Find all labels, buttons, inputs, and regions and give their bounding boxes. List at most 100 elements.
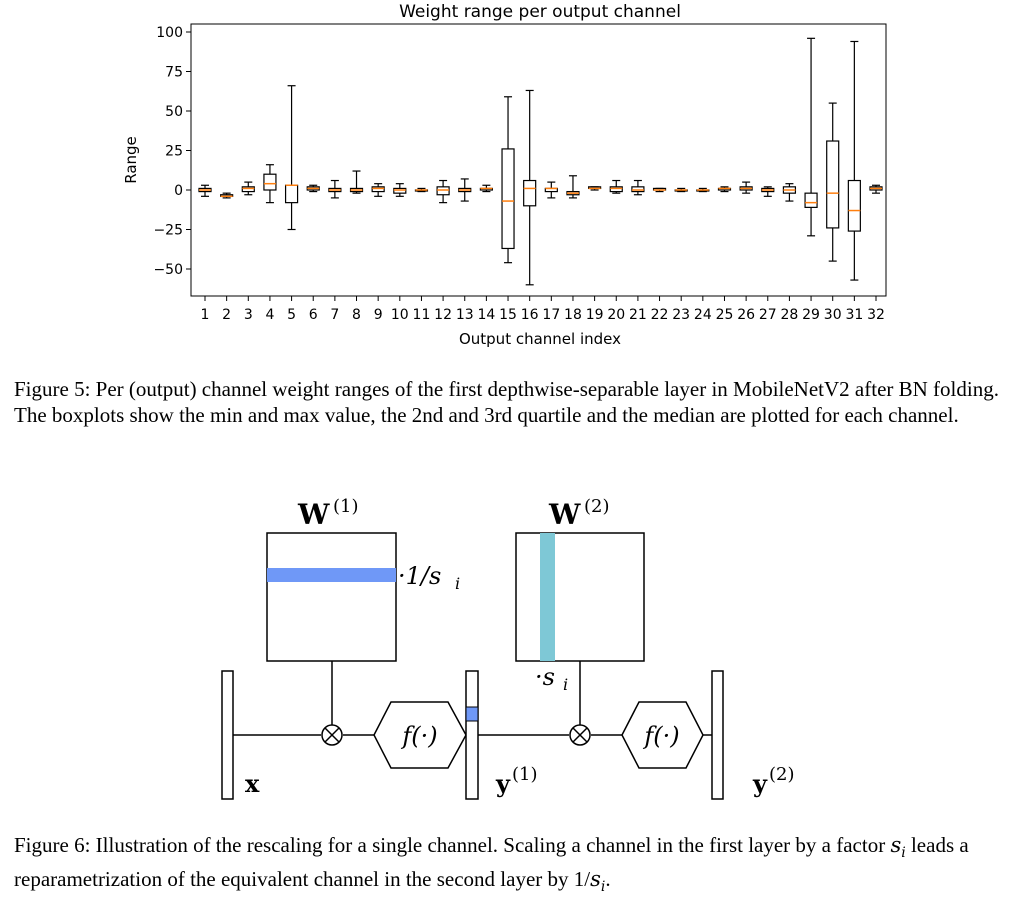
y2-superscript: (2) (769, 764, 795, 785)
y1-label: y (495, 769, 511, 798)
iqr-box (502, 149, 514, 249)
iqr-box (372, 187, 384, 192)
box-channel-4 (264, 165, 276, 203)
iqr-box (242, 187, 254, 192)
iqr-box (524, 181, 536, 206)
iqr-box (286, 185, 298, 202)
x-tick-label: 13 (456, 307, 474, 323)
fig6-si: s (890, 833, 901, 857)
x-tick-label: 26 (737, 307, 755, 323)
box-channel-13 (459, 179, 471, 201)
x-tick-label: 16 (521, 307, 539, 323)
output-vector-y2: y (2) (712, 671, 795, 799)
box-channel-14 (480, 185, 492, 191)
x-tick-label: 20 (607, 307, 625, 323)
multiply-node-1 (322, 725, 342, 745)
iqr-box (610, 187, 622, 192)
x-tick-label: 22 (651, 307, 669, 323)
box-channel-6 (307, 185, 319, 191)
box-channel-19 (589, 187, 601, 190)
iqr-box (632, 187, 644, 192)
figure-6-caption: Figure 6: Illustration of the rescaling … (14, 832, 1004, 900)
boxplot-chart: Weight range per output channel 10075502… (0, 0, 1014, 350)
y1-channel-highlight (466, 707, 478, 721)
fig6-caption-end: . (605, 867, 610, 891)
x-tick-label: 25 (716, 307, 734, 323)
box-channel-22 (654, 188, 666, 191)
x-tick-label: 31 (845, 307, 863, 323)
box-channel-9 (372, 184, 384, 197)
x-label: x (245, 769, 260, 798)
box-channel-29 (805, 38, 817, 236)
scale-si: ·s (535, 663, 555, 691)
box-channel-15 (502, 97, 514, 263)
y-tick-label: 75 (165, 65, 183, 81)
plot-frame (191, 24, 886, 296)
x-tick-label: 2 (222, 307, 231, 323)
y2-label: y (752, 769, 768, 798)
x-tick-label: 17 (542, 307, 560, 323)
x-tick-label: 11 (413, 307, 431, 323)
y-axis: 100 75 50 25 0 −25 −50 (153, 25, 191, 278)
scale-1-sub: i (455, 574, 460, 593)
iqr-box (805, 193, 817, 207)
box-channel-10 (394, 184, 406, 197)
box-channel-11 (415, 188, 427, 191)
y-tick-label: 100 (156, 25, 183, 41)
box-channel-7 (329, 181, 341, 198)
box-channel-3 (242, 182, 254, 195)
y-tick-label: 25 (165, 144, 183, 160)
iqr-box (827, 141, 839, 228)
y1-superscript: (1) (512, 764, 538, 785)
x-tick-label: 29 (802, 307, 820, 323)
activation-function-1: f(·) (374, 702, 466, 768)
box-channel-24 (697, 188, 709, 191)
x-tick-label: 32 (867, 307, 885, 323)
box-channel-12 (437, 181, 449, 203)
chart-title: Weight range per output channel (399, 2, 681, 22)
box-channel-8 (351, 171, 363, 193)
activation-function-2: f(·) (622, 702, 703, 768)
x-tick-label: 30 (824, 307, 842, 323)
iqr-box (848, 181, 860, 232)
x-tick-label: 12 (434, 307, 452, 323)
box-channel-30 (827, 103, 839, 261)
w1-row-highlight (267, 568, 396, 582)
x-tick-label: 8 (352, 307, 361, 323)
w1-label: W (297, 498, 330, 531)
x-tick-label: 28 (781, 307, 799, 323)
scale-1-over-si: ·1/s (398, 562, 441, 590)
box-channel-32 (870, 185, 882, 193)
boxplot-series (199, 38, 882, 284)
x-axis-label: Output channel index (459, 330, 621, 348)
x-axis: 1 2 3 4 5 6 7 8 9 10 11 12 13 14 15 16 17 18 19 20 21 22 23 24 2… (201, 296, 885, 323)
iqr-box (437, 187, 449, 195)
x-tick-label: 23 (672, 307, 690, 323)
box-channel-31 (848, 41, 860, 280)
x-tick-label: 7 (330, 307, 339, 323)
weight-matrix-1: W (1) ·1/s i (267, 496, 460, 661)
y-tick-label: −50 (153, 262, 183, 278)
box-channel-21 (632, 181, 644, 195)
rescaling-diagram: W (1) ·1/s i W (2) ·s i x f(·) (0, 490, 1014, 825)
x-tick-label: 21 (629, 307, 647, 323)
multiply-node-2 (570, 725, 590, 745)
x-tick-label: 5 (287, 307, 296, 323)
x-tick-label: 14 (477, 307, 495, 323)
x-tick-label: 4 (265, 307, 274, 323)
figure-5-caption: Figure 5: Per (output) channel weight ra… (14, 376, 1004, 428)
x-tick-label: 3 (244, 307, 253, 323)
box-channel-18 (567, 176, 579, 198)
x-tick-label: 1 (201, 307, 210, 323)
w2-label: W (548, 498, 581, 531)
box-channel-16 (524, 90, 536, 284)
iqr-box (264, 174, 276, 190)
w1-superscript: (1) (333, 496, 359, 517)
box-channel-1 (199, 185, 211, 196)
x-tick-label: 18 (564, 307, 582, 323)
x-tick-label: 9 (374, 307, 383, 323)
x-tick-label: 10 (391, 307, 409, 323)
w2-column-highlight (540, 533, 555, 661)
y-tick-label: 0 (174, 183, 183, 199)
x-tick-label: 24 (694, 307, 712, 323)
